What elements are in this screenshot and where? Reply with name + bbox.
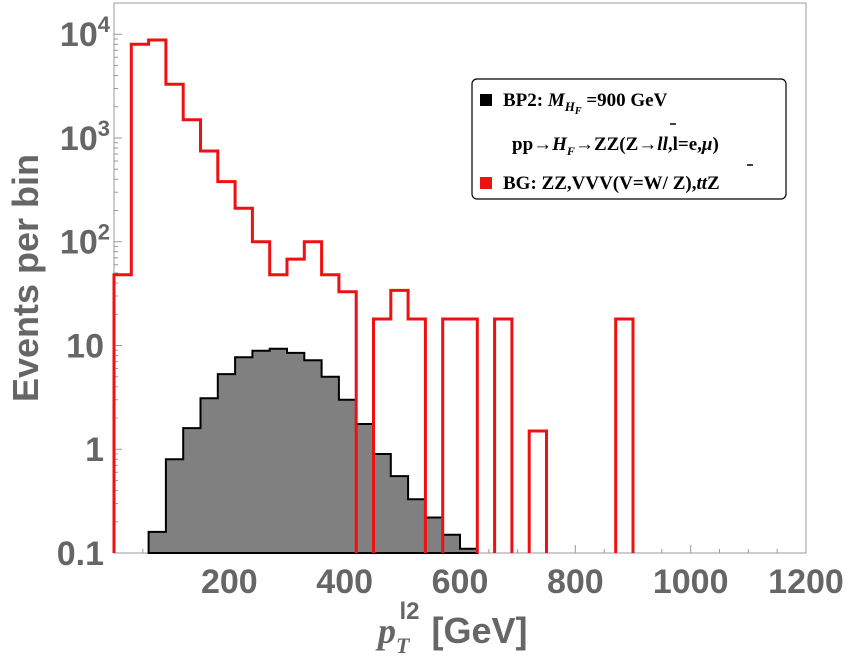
histogram-bg-bin <box>374 319 391 553</box>
y-tick-label: 103 <box>60 116 110 158</box>
x-tick-label: 1000 <box>653 563 729 601</box>
legend-box <box>471 78 787 200</box>
histogram-bg-bin <box>201 151 218 553</box>
histogram-bg-segment <box>112 38 358 553</box>
histogram-bg-bin <box>408 319 425 553</box>
histogram-bg-bin <box>322 275 339 553</box>
y-tick-label: 0.1 <box>57 535 104 573</box>
y-axis-label: Events per bin <box>5 154 46 402</box>
legend-process-h-sub: F <box>566 144 575 158</box>
histogram-bg-segment <box>372 288 427 553</box>
histogram-bg-bin <box>495 319 512 553</box>
series-layer <box>112 38 635 554</box>
histogram-bg-bin <box>529 431 546 553</box>
x-tick-label: 400 <box>316 563 373 601</box>
histogram-bp2-bin <box>356 424 373 553</box>
x-axis-label-unit: [GeV] <box>431 610 527 651</box>
legend-bg-t2: t <box>702 173 708 194</box>
x-tick-label: 1200 <box>768 563 844 601</box>
x-axis-label-sup: l2 <box>399 598 419 625</box>
histogram-bg-bin <box>149 40 166 553</box>
histogram-bg-bin <box>183 120 200 553</box>
x-axis-label: pTl2 [GeV] <box>375 598 527 658</box>
legend-bg-prefix: BG: ZZ,VVV(V=W/ Z), <box>503 173 697 194</box>
histogram-bg-bin <box>616 319 633 553</box>
histogram-bg-bin <box>443 319 460 553</box>
legend-process-h: H <box>551 134 568 155</box>
legend-bp2-suffix: =900 GeV <box>582 90 668 111</box>
legend-entry-bp2: BP2: MHF =900 GeV <box>503 90 668 117</box>
histogram-bg-segment <box>493 317 514 553</box>
x-tick-labels: 200 400 600 800 1000 1200 <box>201 563 844 601</box>
y-tick-label-exp: 2 <box>98 220 110 245</box>
x-axis-label-main: p <box>375 611 396 651</box>
histogram-bg-bin <box>131 44 148 553</box>
legend-entry-process: pp→HF→ZZ(Z→ll,l=e,μ) <box>512 134 719 158</box>
legend-bp2-symbol: M <box>547 90 566 111</box>
y-tick-label-base: 10 <box>60 120 98 158</box>
legend-process-part1: pp→ <box>512 134 552 155</box>
legend-process-lbar: l <box>663 134 669 155</box>
legend-process-part2: →ZZ(Z→ <box>575 134 657 155</box>
legend-entry-bg: BG: ZZ,VVV(V=W/ Z),ttZ <box>503 173 720 194</box>
y-tick-label-base: 10 <box>60 16 98 54</box>
legend: BP2: MHF =900 GeV pp→HF→ZZ(Z→ll,l=e,μ) B… <box>471 78 787 200</box>
legend-process-mu: μ <box>701 134 713 155</box>
legend-bp2-prefix: BP2: <box>503 90 548 111</box>
histogram-bg-segment <box>441 317 479 553</box>
y-tick-label: 104 <box>60 12 111 54</box>
y-tick-label-base: 0.1 <box>57 535 104 573</box>
y-tick-label-base: 1 <box>85 431 104 469</box>
legend-bp2-symbol-subsub: F <box>574 106 582 117</box>
legend-process-part4: ) <box>712 134 718 155</box>
y-tick-label-exp: 4 <box>98 12 111 37</box>
histogram-bg-bin <box>252 242 269 553</box>
legend-bg-t1: t <box>696 173 702 194</box>
histogram-bg-bin <box>287 259 304 553</box>
y-tick-label: 1 <box>85 431 104 469</box>
histogram-bg-bin <box>460 319 477 553</box>
histogram-bg-bin <box>339 292 356 553</box>
legend-marker-bp2 <box>480 94 492 106</box>
x-tick-label: 800 <box>547 563 604 601</box>
histogram-bg-bin <box>304 242 321 553</box>
histogram-bg-segment <box>527 429 548 553</box>
y-tick-label: 102 <box>60 220 110 262</box>
histogram-bg-bin <box>218 182 235 553</box>
histogram-bg-bin <box>114 275 131 553</box>
x-axis-label-sub: T <box>396 633 411 658</box>
legend-process-part3: ,l=e, <box>668 134 702 155</box>
histogram-bg-segment <box>614 317 635 553</box>
legend-bg-suffix: Z <box>707 173 720 194</box>
y-tick-label-base: 10 <box>60 224 98 262</box>
histogram-bg-bin <box>235 208 252 553</box>
histogram-bg-bin <box>166 84 183 553</box>
legend-bp2-symbol-sub: H <box>564 99 576 114</box>
legend-marker-bg <box>480 177 492 189</box>
y-tick-label-exp: 3 <box>98 116 110 141</box>
y-tick-label-base: 10 <box>66 327 104 365</box>
histogram-bp2-segment <box>147 347 479 554</box>
x-tick-label: 200 <box>201 563 258 601</box>
histogram-bp2-bin <box>425 517 442 553</box>
histogram-bg-bin <box>391 290 408 553</box>
legend-process-l: l <box>657 134 663 155</box>
x-tick-label: 600 <box>432 563 489 601</box>
histogram-bg-bin <box>270 275 287 553</box>
y-tick-label: 10 <box>66 327 104 365</box>
